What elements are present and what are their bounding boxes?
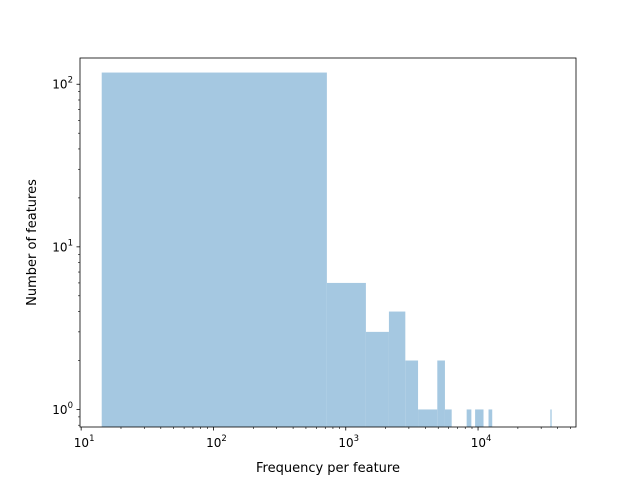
histogram-bar-3 <box>388 311 406 427</box>
histogram-bar-9 <box>475 409 484 427</box>
histogram-bar-8 <box>466 409 472 427</box>
histogram-bar-10 <box>488 409 493 427</box>
y-tick-label-1: 101 <box>52 238 73 254</box>
x-axis-ticks: 101 102 103 104 <box>74 427 571 450</box>
y-tick-label-2: 102 <box>52 76 73 92</box>
histogram-bar-5 <box>418 409 438 427</box>
histogram-bar-11 <box>550 409 552 427</box>
x-tick-label-1: 102 <box>206 434 227 450</box>
histogram-bar-7 <box>444 409 452 427</box>
histogram-bars <box>101 72 552 427</box>
histogram-bar-1 <box>326 282 366 427</box>
histogram-bar-4 <box>405 360 419 427</box>
y-tick-label-0: 100 <box>52 401 73 417</box>
y-axis-label: Number of features <box>25 179 40 306</box>
x-tick-label-3: 104 <box>471 434 492 450</box>
y-axis-ticks: 100 101 102 <box>52 76 80 426</box>
histogram-bar-6 <box>437 360 445 427</box>
x-axis-label: Frequency per feature <box>256 461 400 476</box>
plot-frame <box>79 57 577 428</box>
x-tick-label-2: 103 <box>338 434 359 450</box>
x-tick-label-0: 101 <box>74 434 95 450</box>
histogram-bar-0 <box>101 72 327 427</box>
histogram-bar-2 <box>365 331 389 427</box>
